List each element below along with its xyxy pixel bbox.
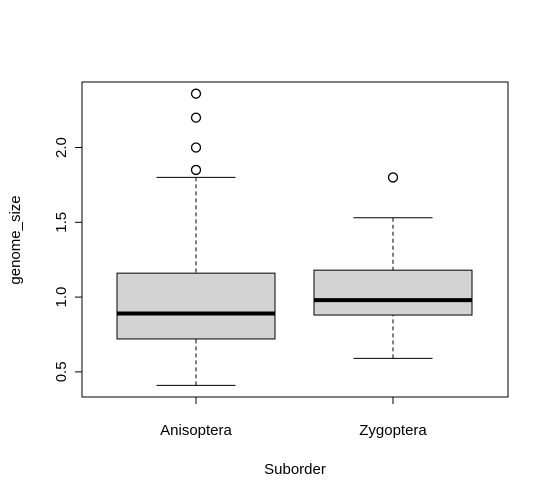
- outlier: [190, 142, 202, 153]
- y-tick-label: 1.0: [53, 287, 70, 308]
- box: [116, 272, 276, 340]
- x-axis-label: Suborder: [264, 461, 326, 478]
- x-tick-label: Anisoptera: [160, 422, 232, 439]
- box: [313, 269, 473, 316]
- outlier: [190, 88, 202, 99]
- y-tick-label: 1.5: [53, 212, 70, 233]
- y-axis-label: genome_size: [7, 195, 24, 284]
- plot-frame: [81, 81, 509, 398]
- outlier: [190, 112, 202, 123]
- outlier: [387, 172, 399, 183]
- x-tick-label: Zygoptera: [359, 422, 427, 439]
- y-tick-label: 0.5: [53, 361, 70, 382]
- outlier: [190, 164, 202, 176]
- y-tick-label: 2.0: [53, 137, 70, 158]
